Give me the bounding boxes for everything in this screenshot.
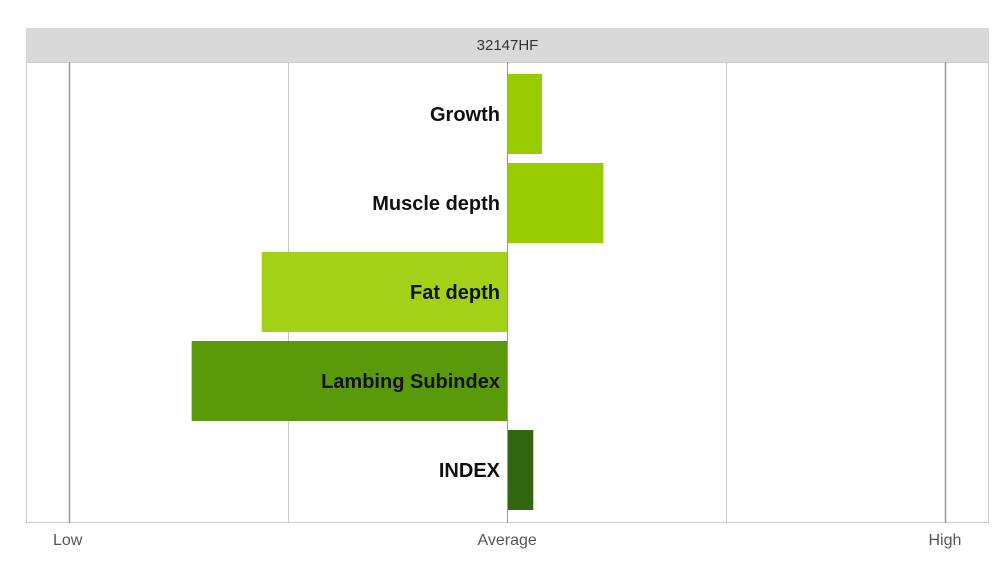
bar [507,163,604,243]
x-tick-label-average: Average [477,532,537,549]
bar-label: Fat depth [410,282,500,304]
chart-title: 32147HF [26,28,989,62]
bar-label: INDEX [439,460,501,482]
bar-label: Muscle depth [372,193,500,215]
x-tick-label-high: High [928,532,962,549]
bar-label: Lambing Subindex [321,371,500,393]
bar [191,341,507,421]
bar [507,430,534,510]
bar [507,74,543,154]
bar [261,252,507,332]
x-tick-label-low: Low [53,532,83,549]
bar-label: Growth [430,104,500,126]
